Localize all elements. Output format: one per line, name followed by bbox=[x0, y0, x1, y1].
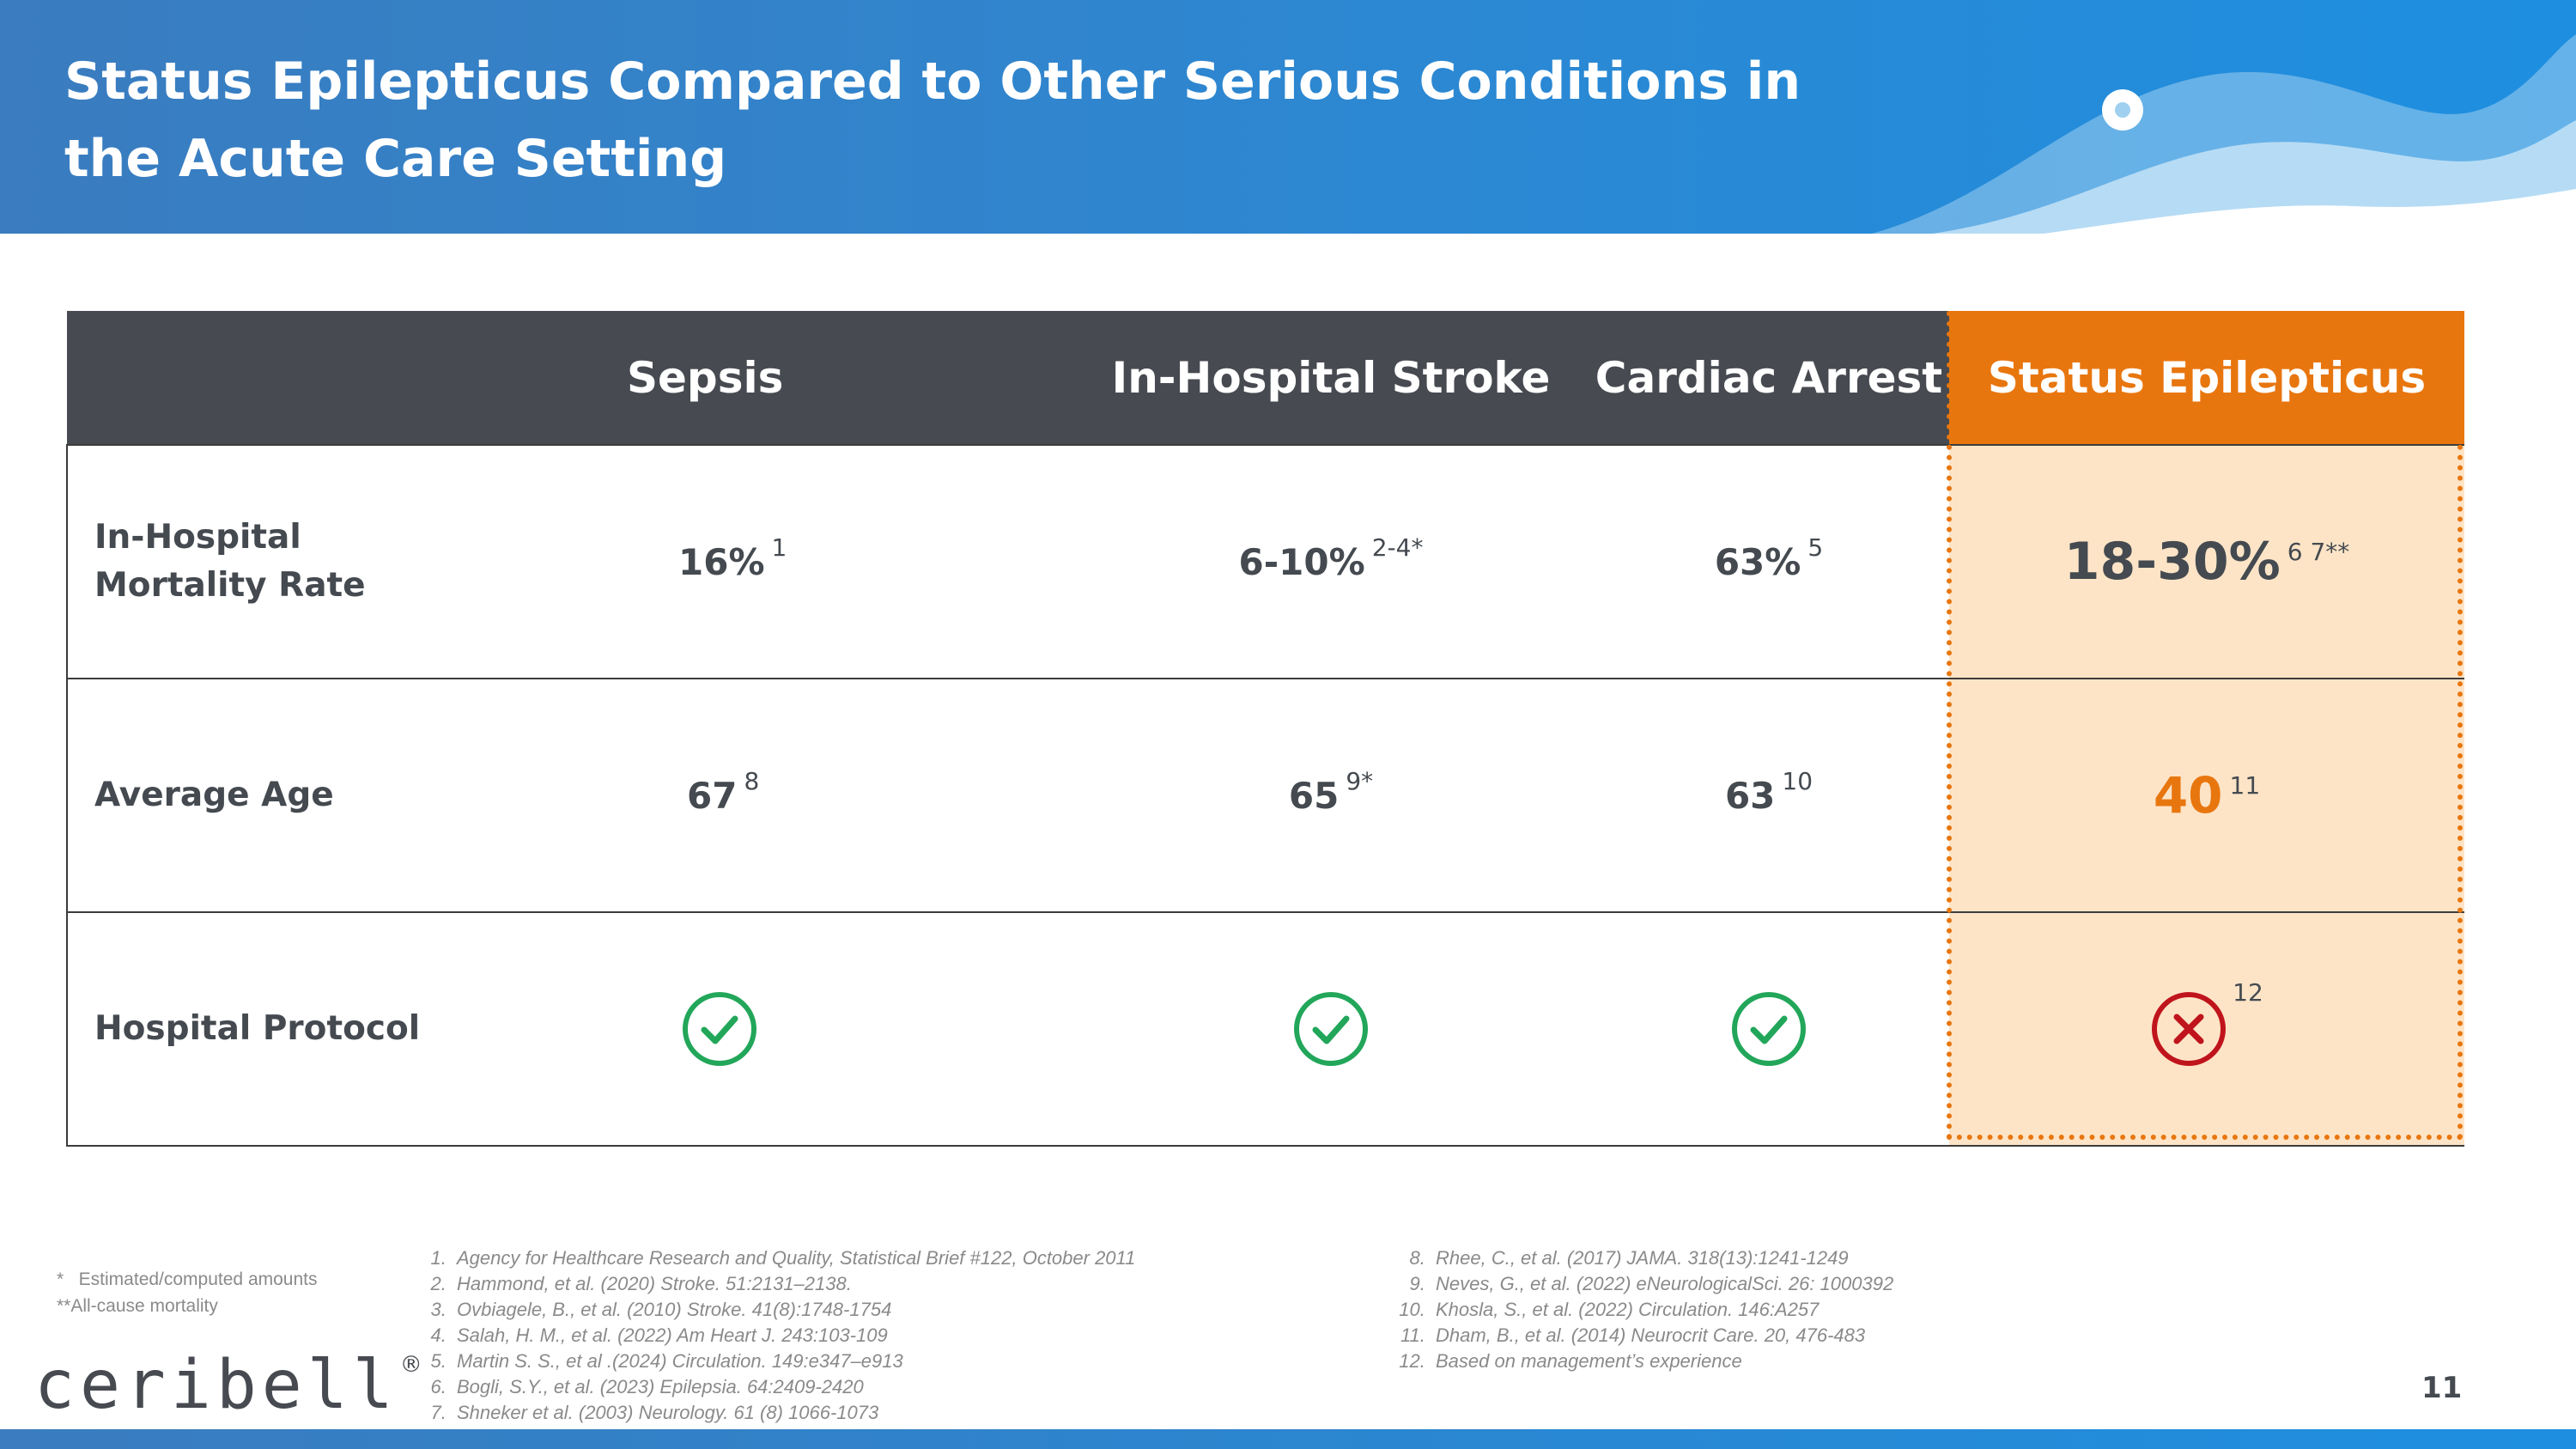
ref-number: 2-4* bbox=[1371, 533, 1424, 562]
ref-number: 11 bbox=[2229, 771, 2261, 800]
value-text: 18-30% bbox=[2063, 532, 2281, 592]
table-row: Hospital Protocol 12 bbox=[66, 911, 2464, 1147]
page-title: Status Epilepticus Compared to Other Ser… bbox=[64, 52, 1801, 189]
row-label-mortality: In-Hospital Mortality Rate bbox=[66, 444, 558, 679]
registered-mark: ® bbox=[399, 1352, 422, 1378]
wave-decoration bbox=[1872, 34, 2576, 234]
cell-icon bbox=[1073, 911, 1589, 1147]
check-circle-icon bbox=[1732, 992, 1806, 1066]
comparison-table: Sepsis In-Hospital Stroke Cardiac Arrest… bbox=[66, 311, 2464, 1147]
cell-value: 63% 5 bbox=[1589, 444, 1949, 679]
ref-number: 6 7** bbox=[2287, 538, 2350, 566]
table-row: Average Age 67 8 65 9* 63 10 40 11 bbox=[66, 678, 2464, 912]
ref-number: 8 bbox=[744, 766, 760, 795]
reference-item: Martin S. S., et al .(2024) Circulation.… bbox=[452, 1349, 1135, 1374]
value-text: 40 bbox=[2153, 766, 2223, 825]
reference-item: Based on management’s experience bbox=[1431, 1349, 1893, 1374]
reference-item: Rhee, C., et al. (2017) JAMA. 318(13):12… bbox=[1431, 1245, 1893, 1271]
reference-item: Dham, B., et al. (2014) Neurocrit Care. … bbox=[1431, 1323, 1893, 1349]
reference-item: Khosla, S., et al. (2022) Circulation. 1… bbox=[1431, 1297, 1893, 1323]
reference-item: Hammond, et al. (2020) Stroke. 51:2131–2… bbox=[452, 1271, 1135, 1297]
page-number: 11 bbox=[2421, 1371, 2463, 1405]
table-row: In-Hospital Mortality Rate 16% 1 6-10% 2-4… bbox=[66, 444, 2464, 679]
footnotes: * Estimated/computed amounts **All-cause… bbox=[57, 1266, 318, 1319]
value-text: 65 bbox=[1288, 774, 1340, 817]
reference-item: Bogli, S.Y., et al. (2023) Epilepsia. 64… bbox=[452, 1374, 1135, 1400]
ref-number: 10 bbox=[1782, 766, 1814, 795]
header-banner: Status Epilepticus Compared to Other Ser… bbox=[0, 0, 2576, 234]
value-text: 6-10% bbox=[1238, 540, 1365, 583]
column-header-status-epilepticus: Status Epilepticus bbox=[1949, 311, 2464, 445]
row-label-average-age: Average Age bbox=[66, 678, 558, 912]
x-circle-icon bbox=[2152, 992, 2227, 1066]
cell-value: 67 8 bbox=[558, 678, 1073, 912]
references-list-right: Rhee, C., et al. (2017) JAMA. 318(13):12… bbox=[1382, 1245, 1893, 1374]
cell-value: 65 9* bbox=[1073, 678, 1589, 912]
cell-value-highlight: 40 11 bbox=[1949, 678, 2464, 912]
value-text: 67 bbox=[687, 774, 738, 817]
reference-item: Neves, G., et al. (2022) eNeurologicalSc… bbox=[1431, 1271, 1893, 1297]
cell-value: 16% 1 bbox=[558, 444, 1073, 679]
references-list-left: Agency for Healthcare Research and Quali… bbox=[404, 1245, 1135, 1426]
value-text: 63 bbox=[1724, 774, 1776, 817]
check-circle-icon bbox=[1294, 992, 1368, 1066]
reference-item: Shneker et al. (2003) Neurology. 61 (8) … bbox=[452, 1400, 1135, 1426]
ref-number: 9* bbox=[1346, 766, 1374, 795]
value-text: 16% bbox=[678, 540, 765, 583]
column-header-stroke: In-Hospital Stroke bbox=[1073, 311, 1589, 445]
ref-number: 12 bbox=[2233, 977, 2263, 1007]
cell-icon-highlight: 12 bbox=[1949, 911, 2464, 1147]
column-header-cardiac-arrest: Cardiac Arrest bbox=[1589, 311, 1949, 445]
ceribell-logo: ceribell® bbox=[34, 1347, 422, 1424]
footer-bar bbox=[0, 1429, 2576, 1449]
check-circle-icon bbox=[683, 992, 756, 1066]
footnote-mortality: **All-cause mortality bbox=[57, 1296, 218, 1316]
value-text: 63% bbox=[1714, 540, 1801, 583]
cell-icon bbox=[1589, 911, 1949, 1147]
header-empty-cell bbox=[67, 311, 558, 445]
cell-value-highlight: 18-30% 6 7** bbox=[1949, 444, 2464, 679]
cell-value: 63 10 bbox=[1589, 678, 1949, 912]
cell-icon bbox=[558, 911, 1073, 1147]
column-header-sepsis: Sepsis bbox=[558, 311, 1073, 445]
footnote-estimated: * Estimated/computed amounts bbox=[57, 1269, 318, 1289]
reference-item: Ovbiagele, B., et al. (2010) Stroke. 41(… bbox=[452, 1297, 1135, 1323]
reference-item: Salah, H. M., et al. (2022) Am Heart J. … bbox=[452, 1323, 1135, 1349]
reference-item: Agency for Healthcare Research and Quali… bbox=[452, 1245, 1135, 1271]
ref-number: 1 bbox=[771, 533, 787, 562]
cell-value: 6-10% 2-4* bbox=[1073, 444, 1589, 679]
ref-number: 5 bbox=[1807, 533, 1824, 562]
row-label-hospital-protocol: Hospital Protocol bbox=[66, 911, 558, 1147]
logo-text: ceribell bbox=[34, 1347, 398, 1424]
table-header-row: Sepsis In-Hospital Stroke Cardiac Arrest… bbox=[67, 311, 2464, 445]
